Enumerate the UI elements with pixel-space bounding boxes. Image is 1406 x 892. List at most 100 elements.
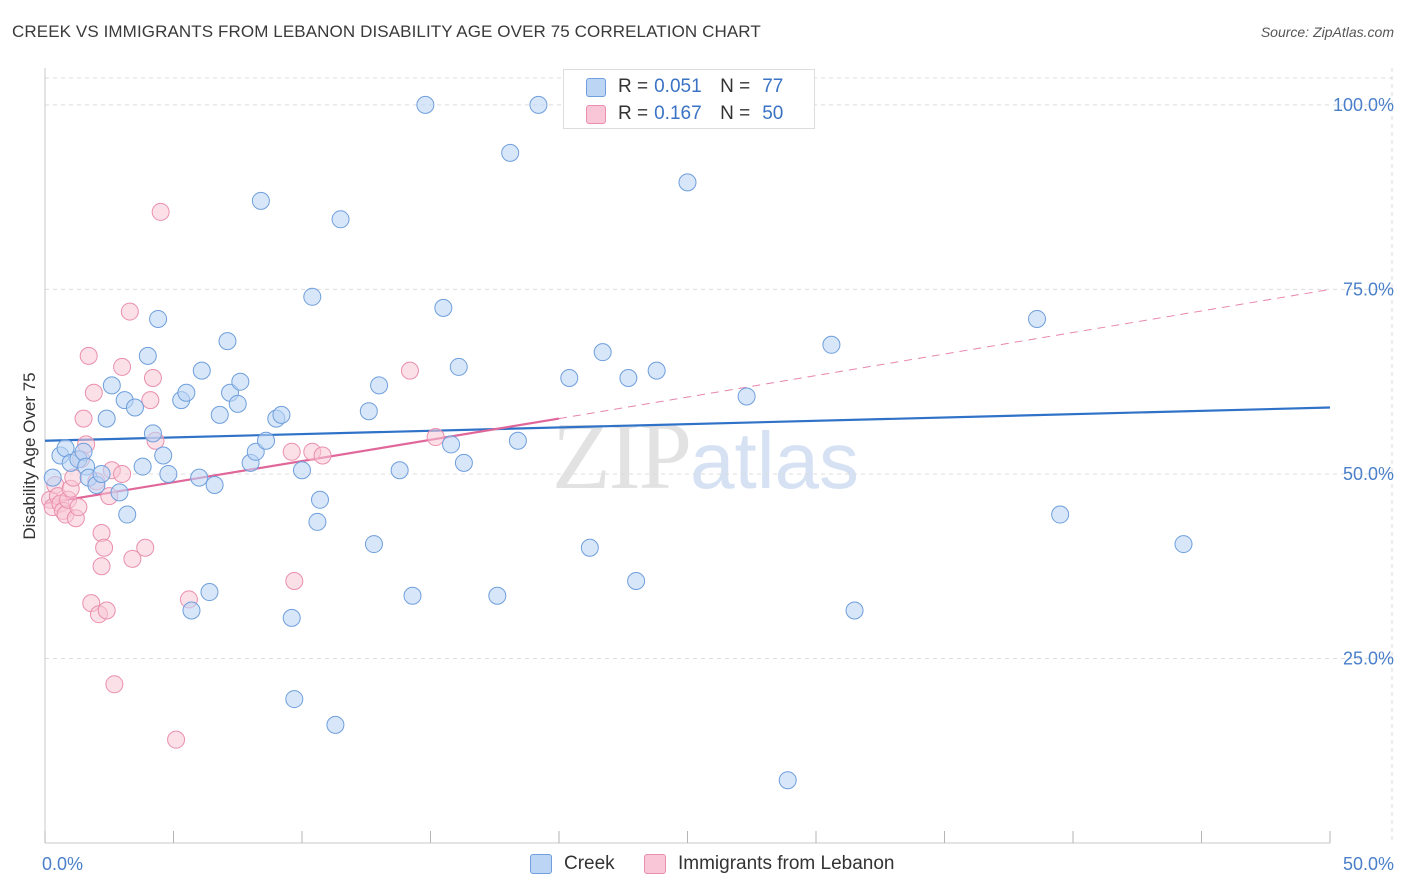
lebanon-point xyxy=(136,538,155,557)
creek-point xyxy=(331,210,350,229)
legend-item-creek[interactable]: Creek xyxy=(530,852,615,876)
creek-point xyxy=(205,476,224,495)
lebanon-swatch xyxy=(586,104,606,124)
creek-point xyxy=(125,398,144,417)
creek-point xyxy=(102,376,121,395)
creek-point xyxy=(449,357,468,376)
legend-item-lebanon[interactable]: Immigrants from Lebanon xyxy=(644,852,895,876)
lebanon-point xyxy=(400,361,419,380)
creek-point xyxy=(619,369,638,387)
lebanon-trend-line-extended xyxy=(558,288,1331,420)
watermark: ZIPatlas xyxy=(552,400,859,511)
lebanon-point xyxy=(74,409,93,428)
creek-point xyxy=(92,464,111,483)
creek-point xyxy=(182,601,201,620)
tick-labels: 25.0% 50.0% 75.0% 100.0% 0.0% 50.0% xyxy=(42,95,1394,874)
lebanon-point xyxy=(282,442,301,461)
creek-swatch xyxy=(586,77,606,97)
creek-point xyxy=(488,586,507,605)
creek-point xyxy=(364,535,383,554)
lebanon-point xyxy=(123,549,142,568)
source-value[interactable]: ZipAtlas.com xyxy=(1313,24,1394,40)
x-tick-label: 50.0% xyxy=(1343,854,1394,874)
creek-point xyxy=(138,346,157,365)
lebanon-legend-label: Immigrants from Lebanon xyxy=(678,853,895,874)
n-value: 50 xyxy=(762,103,784,124)
creek-point xyxy=(190,468,209,487)
creek-point xyxy=(370,376,389,395)
creek-point xyxy=(282,608,301,627)
data-points xyxy=(41,95,1193,790)
lebanon-point xyxy=(113,357,132,376)
lebanon-point xyxy=(120,302,139,321)
lebanon-point xyxy=(92,557,111,576)
creek-point xyxy=(627,571,646,590)
lebanon-point xyxy=(113,464,132,483)
creek-point xyxy=(133,457,152,476)
legend-row-lebanon: R = 0.167 N = 50 xyxy=(586,102,783,126)
y-tick-label: 100.0% xyxy=(1333,95,1394,115)
creek-point xyxy=(403,586,422,605)
creek-point xyxy=(218,332,237,351)
lebanon-point xyxy=(285,571,304,590)
creek-point xyxy=(285,690,304,709)
r-label: R = xyxy=(618,76,649,97)
chart-title: CREEK VS IMMIGRANTS FROM LEBANON DISABIL… xyxy=(12,22,761,41)
lebanon-point xyxy=(143,369,162,387)
r-value: 0.051 xyxy=(654,76,702,97)
n-value: 77 xyxy=(762,76,784,97)
creek-point xyxy=(647,361,666,380)
creek-point xyxy=(272,405,291,424)
creek-point xyxy=(177,383,196,402)
y-tick-label: 75.0% xyxy=(1343,279,1394,299)
creek-point xyxy=(845,601,864,620)
y-tick-label: 50.0% xyxy=(1343,464,1394,484)
creek-point xyxy=(303,287,322,306)
creek-point xyxy=(326,715,345,734)
creek-point xyxy=(210,405,229,424)
creek-legend-swatch xyxy=(530,854,552,874)
creek-point xyxy=(228,394,247,413)
creek-point xyxy=(359,402,378,421)
n-label: N = xyxy=(720,76,751,97)
creek-point xyxy=(308,512,327,531)
legend-row-creek: R = 0.051 N = 77 xyxy=(586,75,783,99)
creek-point xyxy=(293,461,311,480)
creek-legend-label: Creek xyxy=(564,853,615,874)
creek-point xyxy=(390,461,409,480)
creek-point xyxy=(593,343,612,362)
lebanon-point xyxy=(167,730,186,749)
creek-point xyxy=(43,468,62,487)
creek-point xyxy=(529,95,548,114)
creek-point xyxy=(143,424,162,443)
r-label: R = xyxy=(618,103,649,124)
creek-point xyxy=(737,387,756,406)
creek-point xyxy=(1174,535,1193,554)
source-attribution: Source: ZipAtlas.com xyxy=(1261,24,1394,40)
lebanon-point xyxy=(151,202,170,221)
creek-point xyxy=(200,583,219,602)
creek-point xyxy=(454,453,473,472)
creek-point xyxy=(508,431,527,450)
creek-point xyxy=(434,298,453,317)
watermark-atlas: atlas xyxy=(690,416,859,505)
lebanon-trend-line xyxy=(44,417,560,505)
creek-point xyxy=(97,409,116,428)
lebanon-point xyxy=(92,524,111,542)
lebanon-point xyxy=(69,498,88,517)
lebanon-point xyxy=(313,446,332,465)
creek-point xyxy=(110,483,129,502)
n-label: N = xyxy=(720,103,751,124)
lebanon-legend-swatch xyxy=(644,854,666,874)
creek-point xyxy=(159,464,178,483)
creek-point xyxy=(1028,309,1047,328)
lebanon-point xyxy=(105,675,124,694)
r-value: 0.167 xyxy=(654,103,702,124)
grid-lines xyxy=(45,68,1393,843)
lebanon-point xyxy=(141,391,160,410)
watermark-zip: ZIP xyxy=(552,402,692,509)
creek-point xyxy=(246,442,265,461)
lebanon-point xyxy=(84,383,103,402)
creek-point xyxy=(231,372,250,391)
